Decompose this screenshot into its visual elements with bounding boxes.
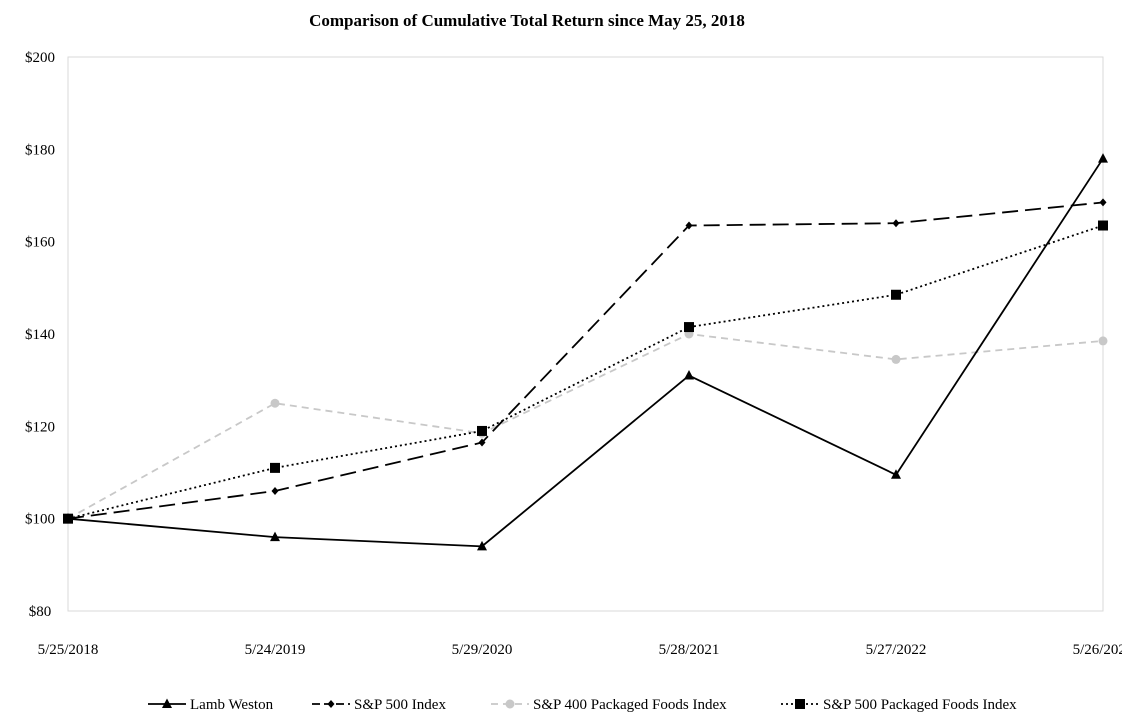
- series-line: [67, 158, 1104, 548]
- series-s-p-400-packaged-foods-index: [63, 329, 1108, 524]
- data-point: [685, 221, 693, 230]
- data-point: [478, 438, 486, 447]
- data-point: [270, 462, 280, 473]
- data-point: [1098, 336, 1108, 346]
- data-point: [684, 370, 694, 380]
- series-line: [67, 201, 1104, 520]
- data-point: [892, 219, 900, 228]
- data-point: [477, 540, 487, 551]
- legend-marker: [505, 699, 515, 709]
- legend-item: S&P 500 Index: [312, 697, 446, 713]
- x-tick-label: 5/27/2022: [866, 642, 927, 658]
- data-point: [63, 513, 73, 523]
- data-point: [270, 531, 280, 542]
- plot-frame: [67, 56, 1104, 612]
- legend-marker: [795, 699, 805, 709]
- legend-item: S&P 400 Packaged Foods Index: [491, 697, 727, 713]
- data-point: [891, 354, 901, 364]
- y-tick-label: $100: [25, 512, 55, 528]
- series-s-p-500-index: [64, 198, 1107, 523]
- y-tick-label: $200: [25, 50, 55, 66]
- legend-item: Lamb Weston: [148, 697, 274, 713]
- y-tick-label: $120: [25, 419, 55, 435]
- data-point: [477, 425, 487, 436]
- x-tick-label: 5/29/2020: [452, 642, 513, 658]
- data-point: [891, 469, 901, 479]
- y-tick-label: $80: [29, 604, 52, 620]
- legend-label: S&P 500 Index: [354, 697, 446, 713]
- x-tick-label: 5/26/2023: [1073, 642, 1122, 658]
- series-line: [67, 333, 1104, 520]
- series-layer: [63, 153, 1108, 551]
- series-lamb-weston: [63, 153, 1108, 551]
- data-point: [270, 398, 280, 408]
- y-axis: $80 $100 $120 $140 $160 $180 $200: [25, 50, 55, 620]
- data-point: [1099, 198, 1107, 207]
- y-tick-label: $160: [25, 235, 55, 251]
- data-point: [1098, 220, 1108, 231]
- y-tick-label: $180: [25, 142, 55, 158]
- x-tick-label: 5/24/2019: [245, 642, 306, 658]
- x-tick-label: 5/25/2018: [38, 642, 99, 658]
- data-point: [684, 322, 694, 333]
- legend: Lamb Weston S&P 500 Index S&P 400 Packaged…: [148, 697, 1017, 713]
- chart-title: Comparison of Cumulative Total Return si…: [309, 11, 745, 30]
- y-tick-label: $140: [25, 327, 55, 343]
- data-point: [271, 486, 279, 495]
- legend-label: S&P 500 Packaged Foods Index: [823, 697, 1017, 713]
- legend-label: Lamb Weston: [190, 697, 274, 713]
- legend-marker: [162, 698, 172, 708]
- x-tick-label: 5/28/2021: [659, 642, 720, 658]
- series-line: [67, 224, 1104, 520]
- series-s-p-500-packaged-foods-index: [63, 220, 1108, 524]
- legend-item: S&P 500 Packaged Foods Index: [781, 697, 1017, 713]
- x-axis: 5/25/2018 5/24/2019 5/29/2020 5/28/2021 5/27…: [38, 642, 1122, 658]
- data-point: [891, 289, 901, 300]
- data-point: [1098, 153, 1108, 163]
- legend-label: S&P 400 Packaged Foods Index: [533, 697, 727, 713]
- legend-marker: [327, 700, 335, 708]
